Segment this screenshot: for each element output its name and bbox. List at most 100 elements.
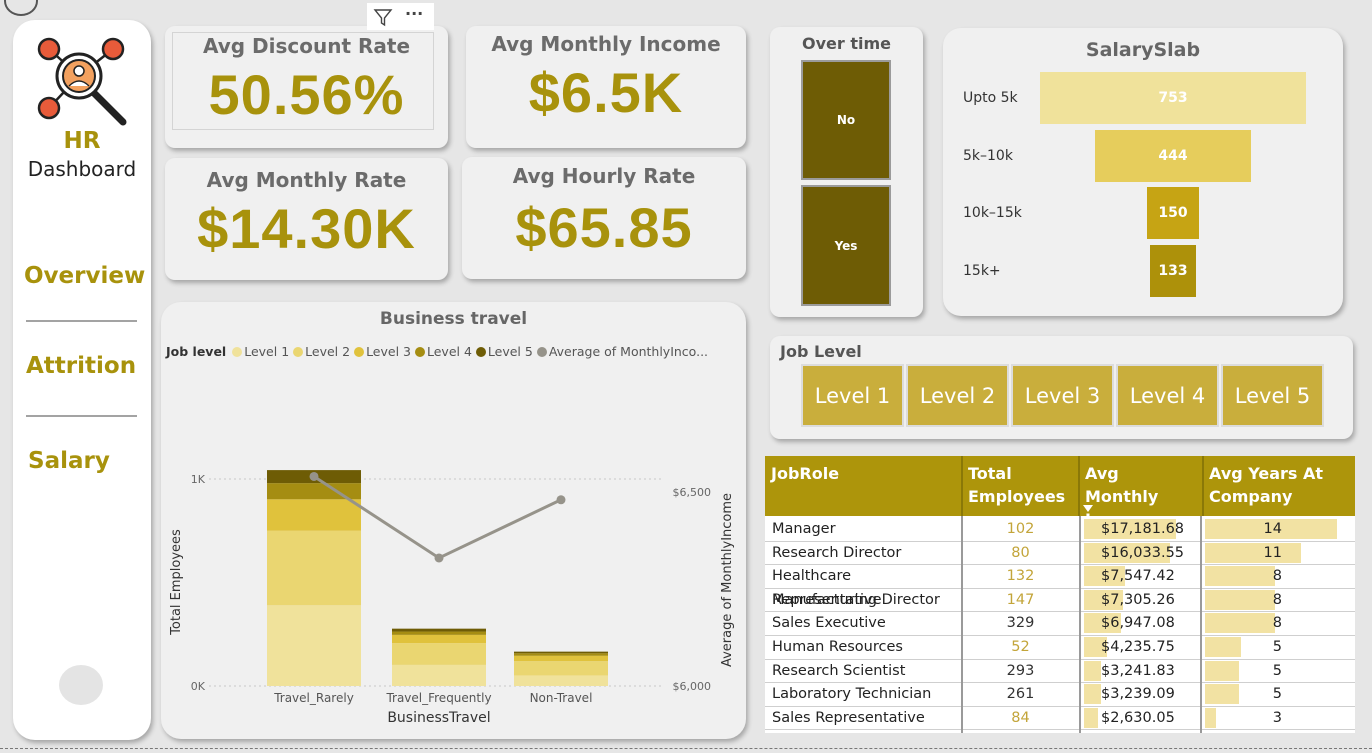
legend-item[interactable]: Level 3 [354,344,411,359]
bar-segment[interactable] [392,631,486,635]
legend-item[interactable]: Level 2 [293,344,350,359]
table-row[interactable]: Manufacturing Director 147 $7,305.26 8 [765,588,1355,613]
nav-divider [26,415,137,417]
bar-segment[interactable] [514,675,608,686]
income-databar [1084,566,1125,587]
table-row[interactable]: Healthcare Representative 132 $7,547.42 8 [765,564,1355,608]
visual-header: ··· [367,3,434,30]
table-header-jobrole[interactable]: JobRole [765,456,962,516]
cell-jobrole: Human Resources [772,639,903,655]
cell-income: $17,181.68 [1101,521,1185,537]
bar-segment[interactable] [514,651,608,654]
bar-segment[interactable] [267,530,361,606]
job-level-3[interactable]: Level 3 [1011,364,1114,427]
kpi-value-discount: 50.56% [208,63,405,126]
home-button[interactable] [59,665,103,705]
bar-segment[interactable] [514,653,608,656]
legend-label: Level 5 [487,344,533,359]
job-level-1[interactable]: Level 1 [801,364,904,427]
x-axis-label: BusinessTravel [387,710,490,726]
kpi-label-monthly-rate: Avg Monthly Rate [206,168,407,192]
cell-employees: 102 [1006,521,1035,537]
years-databar [1205,542,1301,563]
legend-label: Level 4 [426,344,472,359]
y-tick-label: 0K [191,680,206,693]
legend-item[interactable]: Level 5 [475,344,533,359]
cell-income: $7,547.42 [1101,568,1175,585]
cell-jobrole: Laboratory Technician [772,686,932,703]
table-header-employees[interactable]: Total Employees [962,456,1079,516]
bar-segment[interactable] [267,483,361,500]
nav-divider [26,320,137,322]
kpi-card-income: Avg Monthly Income $6.5K [466,26,746,148]
table-row[interactable]: Research Director 80 $16,033.55 11 [765,541,1355,566]
salaryslab-label: 15k+ [963,262,1001,279]
chart-legend: Job level Level 1 Level 2 Level 3 Level 4 Lev… [166,344,712,359]
salaryslab-bar[interactable]: 753 [1040,72,1306,124]
more-options-icon[interactable]: ··· [405,4,424,23]
bar-segment[interactable] [267,605,361,686]
job-level-2[interactable]: Level 2 [906,364,1009,427]
years-databar [1205,519,1338,539]
cell-jobrole: Sales Executive [772,615,886,632]
table-row[interactable]: Research Scientist 293 $3,241.83 5 [765,659,1355,684]
years-databar [1205,707,1216,728]
back-arrow-icon[interactable] [4,0,38,16]
legend-item[interactable]: Level 1 [232,344,289,359]
table-row[interactable]: Sales Executive 329 $6,947.08 8 [765,611,1355,636]
nav-overview[interactable]: Overview [24,263,146,289]
salaryslab-bar[interactable]: 133 [1149,244,1197,297]
table-row[interactable]: Manager 102 $17,181.68 14 [765,517,1355,542]
sidebar-title-dashboard: Dashboard [27,157,137,181]
cell-years: 14 [1263,521,1282,537]
bar-segment[interactable] [392,643,486,665]
legend-item[interactable]: Average of MonthlyInco... [536,344,709,359]
table-header-divider [1202,456,1204,516]
filter-icon[interactable] [373,7,393,27]
bar-segment[interactable] [267,499,361,531]
overtime-option-yes[interactable]: Yes [801,185,891,306]
income-databar [1084,542,1170,563]
nav-attrition[interactable]: Attrition [26,353,137,379]
legend-dot-icon [293,347,304,357]
cell-years: 8 [1272,568,1282,585]
legend-label: Average of MonthlyInco... [548,344,709,359]
salaryslab-bar[interactable]: 444 [1094,129,1252,182]
bar-segment[interactable] [392,628,486,632]
legend-item[interactable]: Level 4 [414,344,472,359]
cell-employees: 329 [1006,615,1035,632]
nav-salary[interactable]: Salary [28,448,110,474]
table-header-years[interactable]: Avg Years At Company [1203,456,1355,516]
table-header-divider [961,456,963,516]
cell-income: $3,241.83 [1101,662,1175,679]
cell-jobrole: Sales Representative [772,709,925,726]
kpi-value-monthly-rate: $14.30K [197,197,416,260]
overtime-option-no[interactable]: No [801,60,891,180]
table-row[interactable]: Laboratory Technician 261 $3,239.09 5 [765,682,1355,707]
income-databar [1084,660,1102,681]
cell-income: $4,235.75 [1101,639,1175,655]
kpi-card-discount: Avg Discount Rate 50.56% [165,26,448,148]
income-databar [1084,589,1124,610]
salaryslab-label: Upto 5k [963,90,1018,106]
bar-segment[interactable] [514,655,608,662]
sort-descending-icon[interactable] [1082,504,1094,514]
table-row[interactable]: Human Resources 52 $4,235.75 5 [765,635,1355,660]
cell-jobrole: Research Scientist [772,662,906,679]
bar-segment[interactable] [514,661,608,676]
job-level-4[interactable]: Level 4 [1116,364,1219,427]
income-databar [1084,707,1098,728]
bar-segment[interactable] [392,634,486,644]
cell-years: 8 [1272,615,1282,632]
legend-dot-icon [475,347,486,357]
y2-tick-label: $6,500 [673,486,712,499]
y-axis-label: Total Employees [169,529,184,636]
cell-jobrole: Manufacturing Director [772,591,940,608]
table-header-income[interactable]: Avg Monthly Income [1079,456,1203,529]
table-row[interactable]: Sales Representative 84 $2,630.05 3 [765,706,1355,731]
table-header-divider [1078,456,1080,516]
job-level-5[interactable]: Level 5 [1221,364,1324,427]
sidebar-title-hr: HR [63,128,101,154]
salaryslab-bar[interactable]: 150 [1146,187,1200,239]
bar-segment[interactable] [392,664,486,686]
